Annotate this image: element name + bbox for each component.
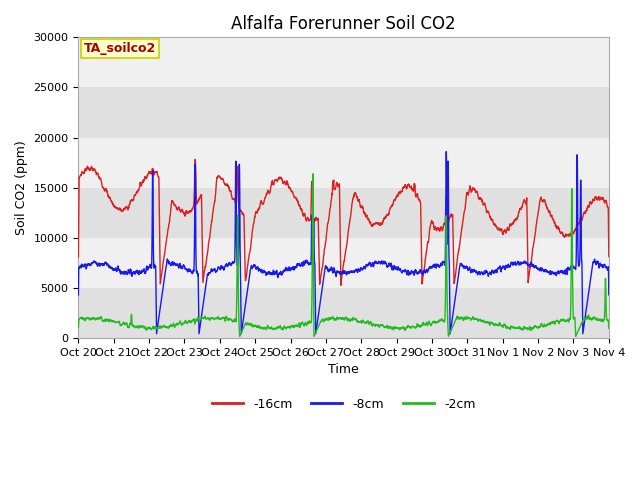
- Bar: [79, 138, 609, 188]
- Bar: [79, 238, 609, 288]
- Bar: [79, 87, 609, 138]
- Text: TA_soilco2: TA_soilco2: [84, 42, 156, 55]
- Bar: [79, 288, 609, 338]
- Y-axis label: Soil CO2 (ppm): Soil CO2 (ppm): [15, 140, 28, 235]
- Title: Alfalfa Forerunner Soil CO2: Alfalfa Forerunner Soil CO2: [231, 15, 456, 33]
- Bar: [79, 188, 609, 238]
- X-axis label: Time: Time: [328, 363, 359, 376]
- Bar: [79, 37, 609, 87]
- Legend: -16cm, -8cm, -2cm: -16cm, -8cm, -2cm: [207, 393, 481, 416]
